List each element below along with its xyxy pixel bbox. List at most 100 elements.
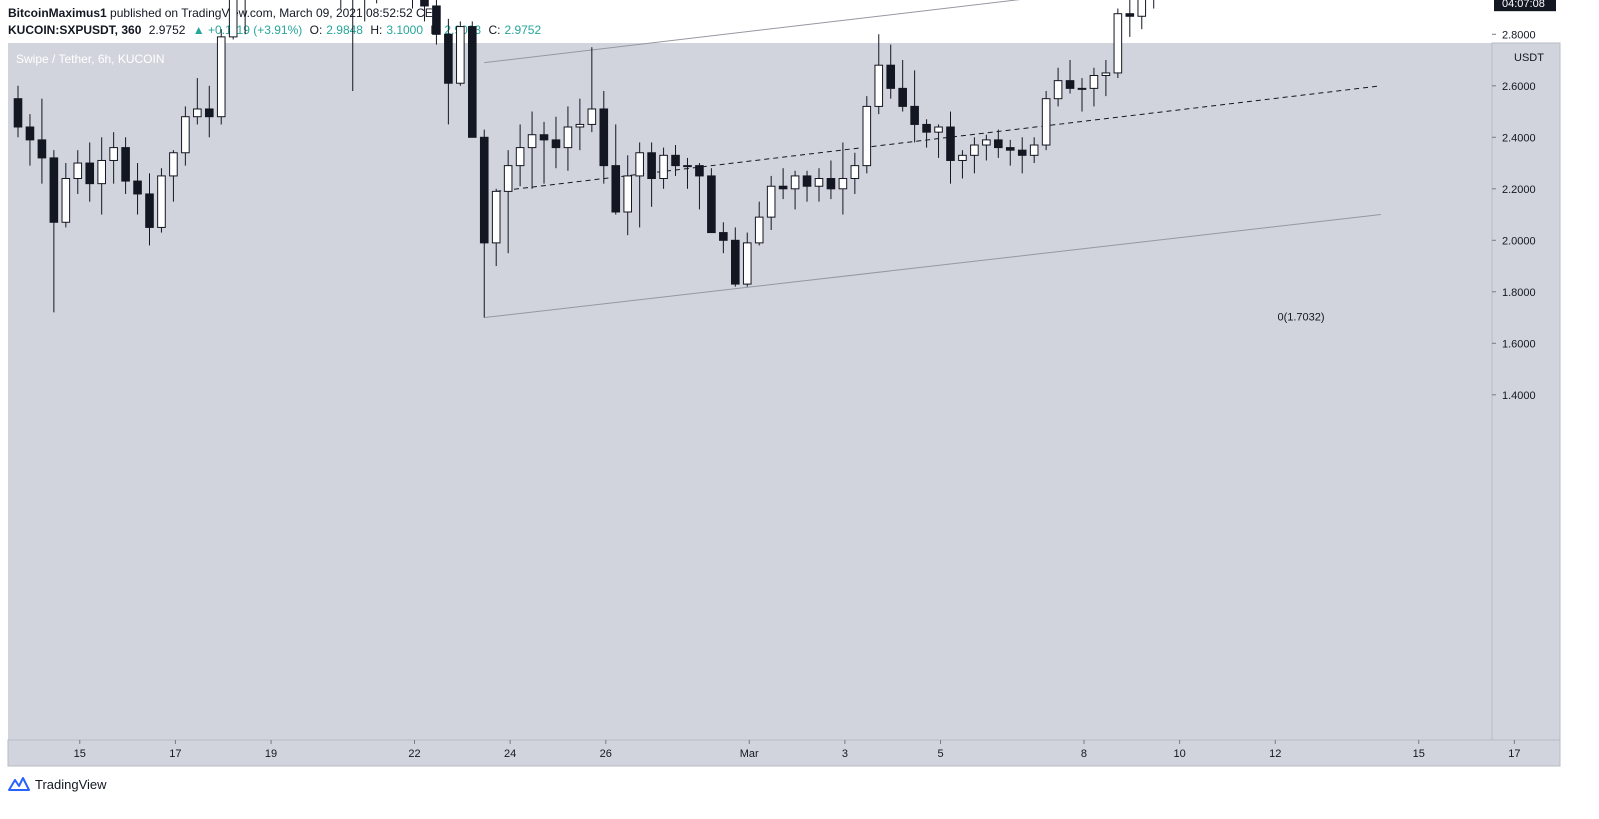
candle: [157, 168, 166, 233]
candle: [491, 188, 501, 267]
candle-body: [503, 165, 513, 192]
candle-body: [181, 116, 190, 154]
x-tick-label: 10: [1174, 748, 1186, 760]
candle-body: [25, 126, 35, 141]
candle-body: [133, 180, 142, 195]
candle: [1017, 137, 1027, 174]
candle: [587, 47, 597, 133]
x-tick-label: 8: [1081, 748, 1087, 760]
candle-body: [695, 165, 704, 177]
candle: [695, 163, 704, 210]
time-axis[interactable]: [7, 739, 1561, 767]
x-tick-label: 15: [1413, 748, 1425, 760]
candle-body: [527, 134, 537, 149]
channel-lower-line: [484, 214, 1381, 319]
candle-body: [946, 126, 955, 161]
candle-body: [994, 139, 1003, 149]
candle: [1125, 0, 1135, 37]
candle: [826, 160, 836, 200]
candle: [467, 21, 477, 138]
y-tick-label: 2.2000: [1502, 184, 1536, 196]
candle-body: [539, 134, 549, 141]
candle: [994, 129, 1003, 158]
candle: [922, 119, 931, 148]
candle-body: [551, 139, 561, 149]
author-name[interactable]: BitcoinMaximus1: [8, 6, 107, 20]
plot-area[interactable]: [8, 43, 1492, 740]
candle-body: [790, 175, 800, 190]
candle-body: [850, 165, 860, 179]
x-tick-label: 19: [265, 748, 277, 760]
candle: [575, 98, 585, 151]
candle: [432, 0, 441, 45]
x-tick-label: 5: [937, 748, 943, 760]
candle: [862, 96, 872, 174]
candle: [802, 170, 812, 202]
candle: [659, 147, 668, 189]
candle: [228, 0, 238, 40]
y-axis-unit: USDT: [1514, 52, 1544, 64]
candle: [898, 60, 907, 112]
tradingview-footer[interactable]: TradingView: [8, 776, 107, 792]
candle-body: [121, 147, 130, 182]
candle: [778, 168, 788, 200]
candle-body: [778, 185, 788, 190]
candle-body: [886, 64, 896, 89]
candle: [479, 129, 489, 318]
candle: [551, 116, 561, 169]
candle-body: [1089, 75, 1099, 89]
price-tag: [1494, 0, 1556, 12]
price-change: ▲ +0.1119 (+3.91%): [192, 23, 303, 37]
candle-body: [13, 98, 23, 128]
candle: [599, 90, 609, 184]
candle: [527, 111, 537, 189]
candle-body: [467, 26, 477, 138]
candle-body: [1077, 87, 1087, 90]
candle-body: [204, 108, 214, 118]
candle: [611, 124, 621, 215]
candle-body: [479, 136, 489, 244]
candle-body: [754, 216, 764, 244]
candle-body: [982, 139, 991, 146]
x-tick-label: Mar: [740, 748, 759, 760]
candle: [970, 137, 979, 174]
close-value: 2.9752: [504, 23, 542, 37]
x-tick-label: 24: [504, 748, 516, 760]
x-tick-label: 26: [600, 748, 612, 760]
candle-body: [766, 185, 776, 218]
candle-body: [814, 178, 824, 187]
candle: [193, 78, 202, 125]
candle-body: [169, 152, 178, 177]
candle-body: [61, 178, 71, 223]
candle: [181, 106, 190, 166]
candle: [1041, 90, 1051, 151]
candle: [73, 150, 83, 194]
candle: [420, 0, 429, 22]
candle: [412, 0, 414, 9]
y-tick-label: 1.6000: [1502, 338, 1536, 350]
candle-body: [707, 175, 716, 234]
candle: [503, 150, 513, 254]
countdown-label: 04:07:08: [1502, 0, 1545, 10]
candle: [671, 145, 680, 176]
candle: [838, 142, 848, 215]
candle: [719, 222, 728, 254]
x-tick-label: 12: [1269, 748, 1281, 760]
candle: [1137, 0, 1147, 30]
candle: [37, 98, 47, 184]
high-label: H:: [370, 23, 383, 37]
candle: [647, 142, 656, 207]
y-tick-label: 1.4000: [1502, 390, 1536, 402]
x-tick-label: 3: [842, 748, 848, 760]
candle: [364, 0, 366, 22]
candle-body: [109, 147, 118, 161]
candle: [707, 168, 716, 234]
candle-body: [934, 126, 943, 133]
candle: [1113, 8, 1123, 79]
tradingview-logo-icon: [8, 777, 30, 791]
x-tick-label: 15: [74, 748, 86, 760]
candle: [1077, 78, 1087, 112]
candle: [1089, 67, 1099, 107]
candle: [731, 227, 740, 287]
